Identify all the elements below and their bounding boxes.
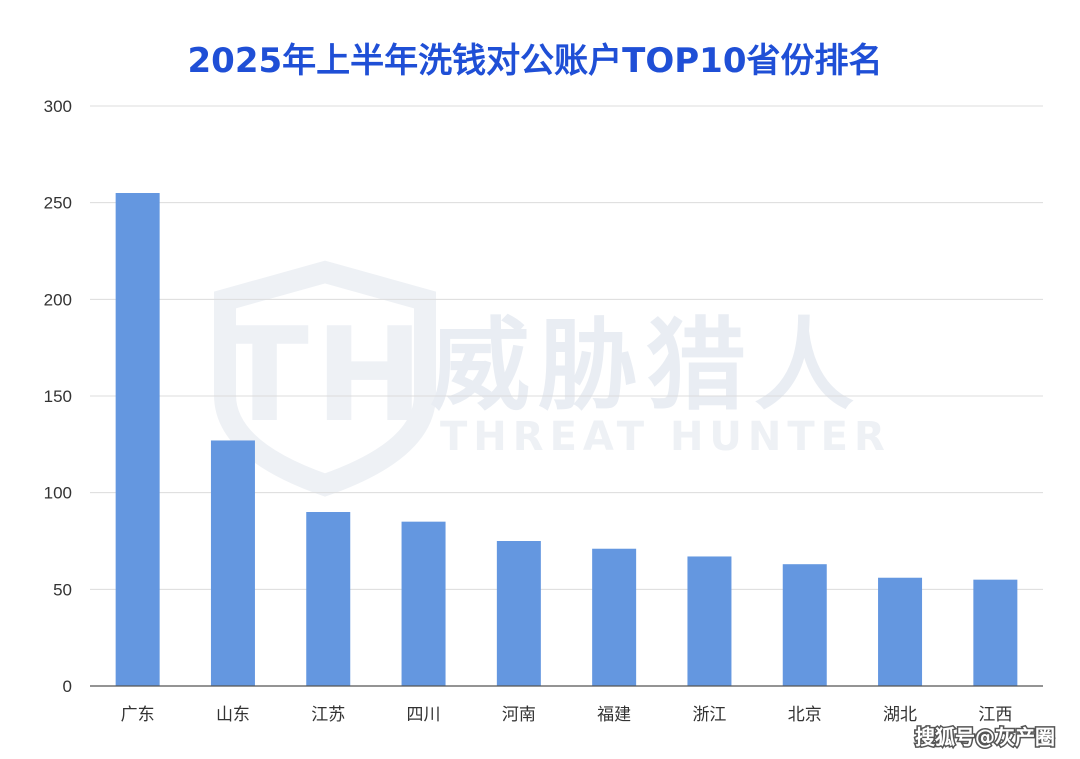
bar-1 (210, 440, 255, 686)
y-tick-label: 0 (63, 677, 72, 696)
chart-title: 2025年上半年洗钱对公账户TOP10省份排名 (188, 41, 883, 81)
watermark-shield-icon (214, 260, 436, 497)
bar-6 (687, 556, 732, 686)
x-axis-labels: 广东 山东 江苏 四川 河南 福建 浙江 北京 湖北 江西 (121, 705, 1013, 725)
y-tick-label: 100 (44, 484, 72, 503)
bar-2 (306, 512, 351, 686)
x-category-label: 河南 (502, 705, 536, 725)
y-axis-ticks: 0 50 100 150 200 250 300 (44, 97, 72, 696)
x-category-label: 四川 (407, 705, 441, 725)
bars (115, 193, 1018, 686)
bar-9 (973, 579, 1018, 686)
x-category-label: 福建 (597, 705, 631, 725)
x-category-label: 浙江 (692, 705, 726, 725)
bar-5 (592, 548, 637, 686)
x-category-label: 江西 (978, 705, 1012, 725)
y-tick-label: 50 (53, 580, 72, 599)
y-tick-label: 250 (44, 194, 72, 213)
bar-4 (496, 541, 541, 686)
bar-0 (115, 193, 160, 686)
bar-7 (782, 564, 827, 686)
y-tick-label: 300 (44, 97, 72, 116)
x-category-label: 山东 (216, 705, 250, 725)
bar-3 (401, 521, 446, 686)
x-category-label: 广东 (121, 705, 155, 725)
x-category-label: 北京 (788, 705, 822, 725)
watermark-text-en: THREAT HUNTER (440, 414, 891, 460)
watermark-logo-letters: TH (220, 299, 429, 451)
credit-text: 搜狐号@灰产圈 (915, 725, 1055, 749)
watermark: TH 威胁猎人 THREAT HUNTER (214, 260, 891, 497)
bar-8 (878, 577, 923, 686)
x-category-label: 江苏 (311, 705, 345, 725)
y-tick-label: 200 (44, 290, 72, 309)
y-tick-label: 150 (44, 387, 72, 406)
x-category-label: 湖北 (883, 705, 917, 725)
watermark-text-cn: 威胁猎人 (430, 307, 862, 424)
